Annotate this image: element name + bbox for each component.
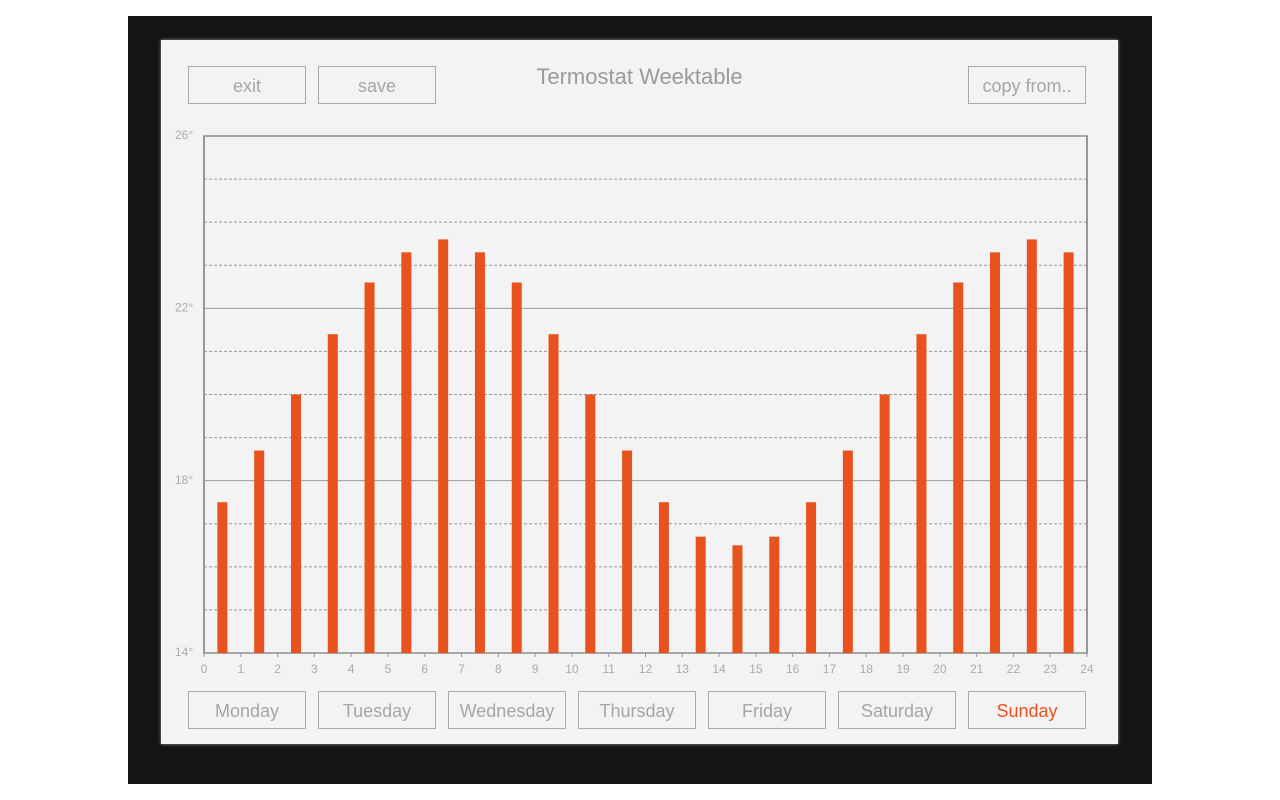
bar bbox=[1026, 239, 1037, 653]
x-tick-label: 7 bbox=[458, 662, 465, 676]
bar bbox=[585, 394, 596, 653]
x-tick-label: 0 bbox=[201, 662, 208, 676]
save-button[interactable]: save bbox=[318, 66, 436, 104]
bar bbox=[438, 239, 449, 653]
day-tab[interactable]: Tuesday bbox=[318, 691, 436, 729]
x-tick-label: 22 bbox=[1007, 662, 1021, 676]
x-tick-label: 13 bbox=[676, 662, 690, 676]
y-tick-label: 26° bbox=[175, 128, 193, 142]
copy-button[interactable]: copy from.. bbox=[968, 66, 1086, 104]
x-tick-label: 16 bbox=[786, 662, 800, 676]
bar bbox=[401, 252, 412, 653]
bar bbox=[879, 394, 890, 653]
bar bbox=[953, 282, 964, 653]
x-tick-label: 23 bbox=[1044, 662, 1058, 676]
bar bbox=[511, 282, 522, 653]
day-tab[interactable]: Monday bbox=[188, 691, 306, 729]
x-tick-label: 19 bbox=[896, 662, 910, 676]
x-tick-label: 6 bbox=[421, 662, 428, 676]
y-tick-label: 18° bbox=[175, 473, 193, 487]
bar bbox=[990, 252, 1001, 653]
bar bbox=[474, 252, 485, 653]
x-tick-label: 12 bbox=[639, 662, 653, 676]
bar bbox=[806, 502, 817, 653]
bar bbox=[622, 450, 633, 653]
x-tick-label: 4 bbox=[348, 662, 355, 676]
bar bbox=[548, 334, 559, 653]
title: Termostat Weektable bbox=[536, 64, 743, 89]
x-tick-label: 17 bbox=[823, 662, 837, 676]
x-tick-label: 9 bbox=[532, 662, 539, 676]
bar bbox=[327, 334, 338, 653]
bar bbox=[842, 450, 853, 653]
bar bbox=[1063, 252, 1074, 653]
x-tick-label: 24 bbox=[1080, 662, 1094, 676]
x-tick-label: 3 bbox=[311, 662, 318, 676]
x-tick-label: 5 bbox=[385, 662, 392, 676]
bar bbox=[732, 545, 743, 653]
bar bbox=[916, 334, 927, 653]
bar bbox=[769, 536, 780, 653]
day-tab[interactable]: Sunday bbox=[968, 691, 1086, 729]
bar bbox=[658, 502, 669, 653]
bar bbox=[290, 394, 301, 653]
x-tick-label: 21 bbox=[970, 662, 984, 676]
x-tick-label: 15 bbox=[749, 662, 763, 676]
day-tab[interactable]: Friday bbox=[708, 691, 826, 729]
x-tick-label: 10 bbox=[565, 662, 579, 676]
x-tick-label: 1 bbox=[237, 662, 244, 676]
x-tick-label: 20 bbox=[933, 662, 947, 676]
exit-button[interactable]: exit bbox=[188, 66, 306, 104]
x-tick-label: 14 bbox=[712, 662, 726, 676]
x-tick-label: 2 bbox=[274, 662, 281, 676]
day-tab[interactable]: Wednesday bbox=[448, 691, 566, 729]
bar bbox=[695, 536, 706, 653]
day-tab[interactable]: Thursday bbox=[578, 691, 696, 729]
x-tick-label: 11 bbox=[602, 662, 615, 676]
x-tick-label: 18 bbox=[860, 662, 874, 676]
y-tick-label: 14° bbox=[175, 645, 193, 659]
x-tick-label: 8 bbox=[495, 662, 502, 676]
y-tick-label: 22° bbox=[175, 301, 193, 315]
bar bbox=[364, 282, 375, 653]
day-tab[interactable]: Saturday bbox=[838, 691, 956, 729]
bar bbox=[217, 502, 228, 653]
bar bbox=[254, 450, 265, 653]
